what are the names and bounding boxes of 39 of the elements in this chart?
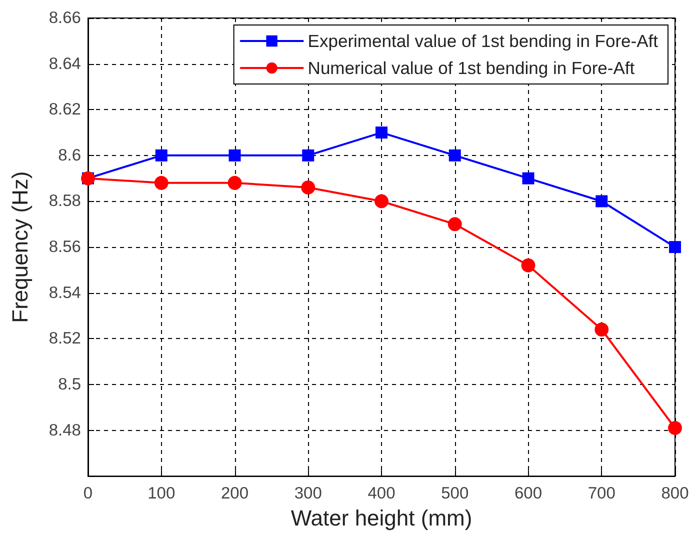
y-tick-label: 8.64 (48, 54, 81, 73)
x-tick-label: 100 (148, 484, 176, 503)
y-tick-label: 8.58 (48, 192, 81, 210)
x-tick-label: 300 (294, 484, 322, 503)
point (302, 149, 314, 162)
legend-label: Experimental value of 1st bending in Fore-Aft (308, 31, 658, 51)
point (594, 322, 609, 337)
x-tick-label: 700 (588, 484, 616, 503)
y-tick-label: 8.6 (58, 146, 81, 164)
point (596, 195, 608, 208)
x-tick-label: 400 (368, 484, 396, 503)
point (522, 172, 534, 184)
y-tick-label: 8.54 (48, 284, 81, 302)
x-tick-label: 200 (220, 484, 249, 503)
y-tick-label: 8.48 (48, 421, 81, 440)
point (154, 176, 168, 190)
point (376, 126, 388, 139)
x-axis-title: Water height (mm) (290, 506, 472, 530)
point (448, 217, 462, 232)
y-tick-label: 8.52 (48, 330, 81, 348)
x-tick-label: 600 (514, 484, 542, 503)
point (374, 194, 388, 208)
y-tick-label: 8.5 (58, 375, 81, 394)
point (448, 149, 461, 162)
y-tick-label: 8.56 (48, 238, 81, 256)
point (155, 149, 168, 162)
point (668, 421, 682, 435)
point (301, 180, 316, 194)
x-tick-label: 500 (441, 484, 469, 503)
x-tick-label: 0 (83, 484, 93, 503)
point (669, 241, 681, 254)
legend-label: Numerical value of 1st bending in Fore-Aft (308, 58, 635, 78)
point (228, 149, 241, 162)
point (521, 258, 536, 272)
y-axis-title: Frequency (Hz) (8, 171, 32, 323)
point (228, 176, 242, 190)
y-tick-label: 8.62 (48, 100, 81, 119)
x-tick-label: 800 (661, 484, 689, 503)
y-tick-label: 8.66 (48, 9, 81, 27)
